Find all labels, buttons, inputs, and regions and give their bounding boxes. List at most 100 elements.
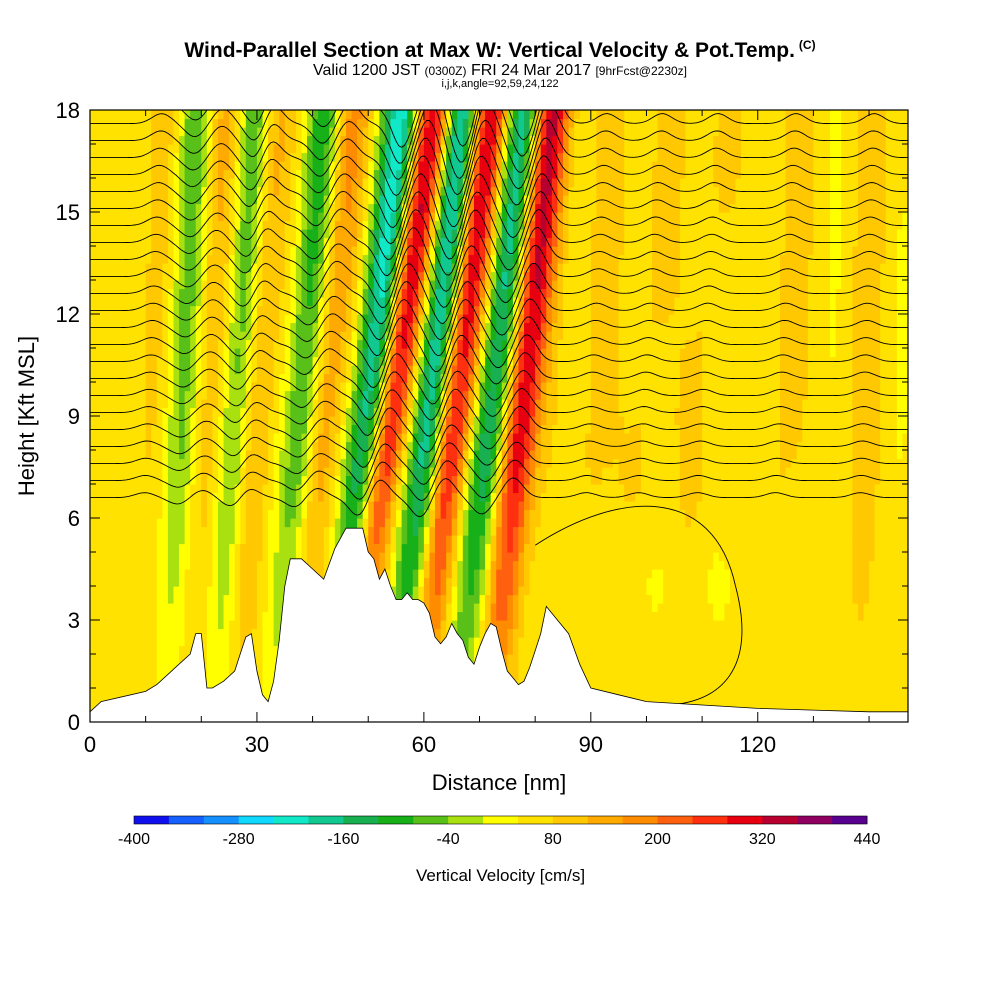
velocity-cell	[524, 645, 531, 655]
velocity-cell	[524, 543, 531, 553]
velocity-cell	[396, 594, 403, 604]
velocity-cell	[212, 441, 219, 451]
velocity-cell	[791, 696, 798, 706]
velocity-cell	[373, 484, 380, 494]
velocity-cell	[479, 543, 486, 553]
velocity-cell	[134, 458, 141, 468]
velocity-cell	[785, 586, 792, 596]
velocity-cell	[663, 577, 670, 587]
velocity-cell	[724, 662, 731, 672]
velocity-cell	[652, 441, 659, 451]
velocity-cell	[618, 645, 625, 655]
velocity-cell	[735, 543, 742, 553]
velocity-cell	[629, 509, 636, 519]
velocity-cell	[624, 645, 631, 655]
velocity-cell	[268, 577, 275, 587]
velocity-cell	[457, 628, 464, 638]
velocity-cell	[690, 484, 698, 494]
velocity-cell	[190, 458, 197, 468]
velocity-cell	[429, 509, 436, 519]
velocity-cell	[718, 688, 725, 698]
velocity-cell	[774, 611, 781, 621]
velocity-cell	[752, 509, 759, 519]
velocity-cell	[446, 433, 453, 443]
velocity-cell	[590, 586, 597, 596]
velocity-cell	[162, 620, 169, 630]
velocity-cell	[885, 603, 892, 613]
velocity-cell	[284, 458, 291, 468]
velocity-cell	[857, 560, 865, 570]
velocity-cell	[457, 611, 464, 621]
velocity-cell	[485, 509, 492, 519]
velocity-cell	[802, 688, 809, 698]
velocity-cell	[384, 501, 392, 511]
velocity-cell	[273, 509, 280, 519]
velocity-cell	[880, 679, 887, 689]
velocity-cell	[763, 501, 770, 511]
velocity-cell	[112, 688, 119, 698]
velocity-cell	[896, 484, 904, 494]
velocity-cell	[841, 671, 848, 681]
velocity-cell	[707, 450, 714, 460]
velocity-cell	[896, 441, 904, 451]
velocity-cell	[329, 458, 336, 468]
velocity-cell	[640, 594, 648, 604]
velocity-cell	[123, 501, 130, 511]
velocity-cell	[780, 501, 787, 511]
velocity-cell	[657, 662, 664, 672]
velocity-cell	[362, 518, 369, 528]
velocity-cell	[273, 501, 280, 511]
velocity-cell	[880, 535, 887, 545]
velocity-cell	[240, 552, 247, 562]
velocity-cell	[668, 560, 675, 570]
velocity-cell	[507, 526, 514, 536]
velocity-cell	[540, 467, 547, 477]
velocity-cell	[284, 484, 291, 494]
velocity-cell	[896, 620, 904, 630]
velocity-cell	[869, 705, 876, 715]
velocity-cell	[874, 688, 881, 698]
velocity-cell	[368, 458, 375, 468]
velocity-cell	[173, 594, 180, 604]
velocity-cell	[379, 484, 386, 494]
velocity-cell	[134, 577, 141, 587]
velocity-cell	[195, 433, 202, 443]
velocity-cell	[462, 518, 469, 528]
velocity-cell	[607, 484, 614, 494]
velocity-cell	[512, 509, 520, 519]
velocity-cell	[752, 484, 759, 494]
velocity-cell	[735, 433, 742, 443]
velocity-cell	[752, 594, 759, 604]
velocity-cell	[785, 662, 792, 672]
velocity-cell	[702, 688, 709, 698]
velocity-cell	[557, 577, 564, 587]
velocity-cell	[557, 535, 564, 545]
velocity-cell	[256, 450, 264, 460]
velocity-cell	[618, 577, 625, 587]
velocity-cell	[435, 518, 442, 528]
velocity-cell	[763, 441, 770, 451]
velocity-cell	[813, 637, 820, 647]
velocity-cell	[679, 535, 687, 545]
velocity-cell	[735, 450, 742, 460]
velocity-cell	[323, 467, 330, 477]
velocity-cell	[485, 467, 492, 477]
velocity-cell	[574, 628, 581, 638]
velocity-cell	[351, 475, 358, 485]
velocity-cell	[190, 569, 197, 579]
velocity-cell	[268, 560, 275, 570]
velocity-cell	[145, 603, 152, 613]
velocity-cell	[768, 552, 776, 562]
velocity-cell	[863, 696, 870, 706]
velocity-cell	[813, 586, 820, 596]
velocity-cell	[590, 679, 597, 689]
velocity-cell	[145, 569, 152, 579]
velocity-cell	[357, 467, 364, 477]
velocity-cell	[507, 433, 514, 443]
velocity-cell	[485, 441, 492, 451]
velocity-cell	[206, 586, 214, 596]
velocity-cell	[601, 543, 609, 553]
velocity-cell	[718, 594, 725, 604]
velocity-cell	[679, 637, 687, 647]
velocity-cell	[295, 433, 303, 443]
